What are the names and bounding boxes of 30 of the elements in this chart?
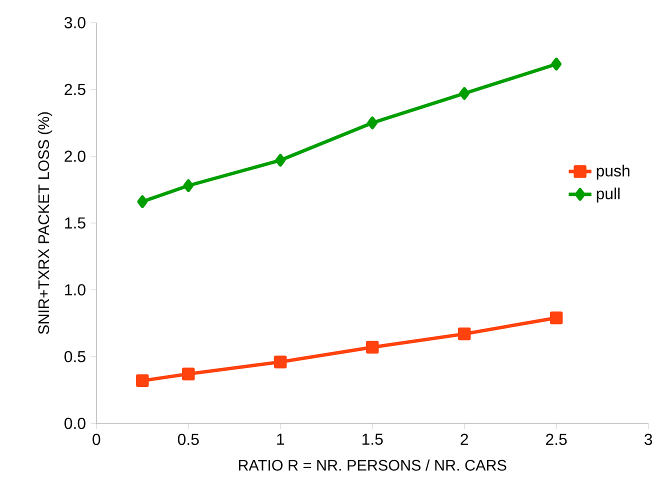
x-tick-label: 2.5: [546, 434, 567, 445]
y-tick-label: 2.0: [64, 150, 86, 162]
point: [551, 58, 562, 70]
y-tick-label: 3.0: [64, 16, 86, 28]
x-tick-label: 0: [92, 434, 100, 445]
point: [366, 340, 379, 354]
point: [183, 179, 194, 192]
y-tick-label: 2.5: [64, 84, 86, 95]
point: [458, 327, 471, 340]
x-axis-title: RATIO R = NR. PERSONS / NR. CARS: [238, 459, 506, 471]
y-tick-label: 0.5: [64, 350, 86, 362]
point: [275, 154, 286, 167]
point: [137, 195, 148, 208]
y-tick-label: 1.0: [65, 284, 86, 296]
point: [550, 311, 563, 324]
y-tick-label: 1.5: [65, 217, 86, 228]
legend-label: push: [596, 164, 630, 180]
x-tick-label: 1: [277, 434, 284, 445]
point: [274, 355, 287, 368]
x-tick-label: 3: [644, 434, 652, 445]
x-tick-label: 2: [460, 434, 468, 445]
y-tick-label: 0.0: [64, 418, 86, 429]
y-axis-title: SNIR+TXRX PACKET LOSS (%): [38, 112, 52, 334]
point: [367, 116, 378, 130]
x-tick-label: 1.5: [362, 434, 383, 445]
point: [182, 367, 195, 380]
point: [459, 86, 470, 100]
x-tick-label: 0.5: [178, 434, 199, 445]
legend-label: pull: [596, 188, 620, 202]
point: [136, 374, 149, 387]
